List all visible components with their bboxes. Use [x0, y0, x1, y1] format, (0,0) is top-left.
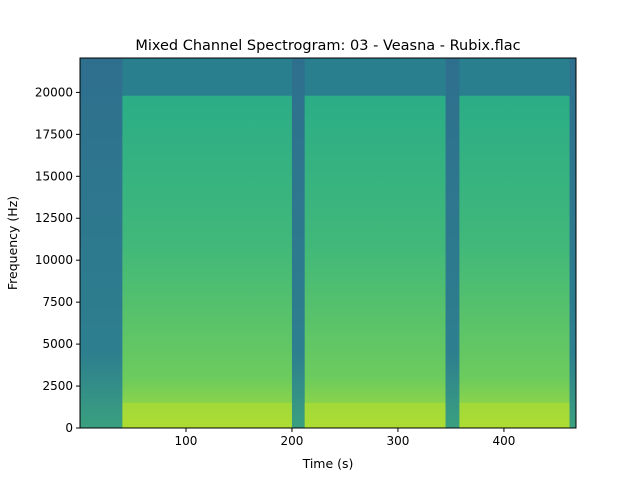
y-axis-label: Frequency (Hz) [5, 196, 20, 290]
plot-frame [79, 57, 577, 429]
y-tick-label: 0 [65, 421, 73, 435]
plot-area [79, 57, 577, 429]
loud-segment [122, 95, 292, 429]
chart-title: Mixed Channel Spectrogram: 03 - Veasna -… [135, 38, 520, 54]
y-tick-label: 12500 [35, 211, 73, 225]
x-tick-label: 400 [492, 434, 515, 448]
x-axis-ticks: 100 200 300 400 [175, 428, 515, 448]
loud-segment [459, 95, 570, 429]
quiet-segment [291, 58, 305, 428]
y-tick-label: 10000 [35, 253, 73, 267]
y-tick-label: 15000 [35, 169, 73, 183]
y-tick-label: 20000 [35, 85, 73, 99]
x-axis-label: Time (s) [302, 456, 354, 471]
low-frequency-band [122, 402, 292, 428]
y-axis-ticks: 0 2500 5000 7500 10000 12500 15000 17500 20000 [35, 85, 80, 435]
y-tick-label: 5000 [42, 337, 73, 351]
quiet-segment [80, 58, 123, 428]
loud-segment [304, 95, 446, 429]
low-frequency-band [304, 402, 446, 428]
quiet-segment [569, 58, 576, 428]
x-tick-label: 200 [281, 434, 304, 448]
low-frequency-band [459, 402, 570, 428]
x-tick-label: 100 [175, 434, 198, 448]
quiet-segment [445, 58, 460, 428]
x-tick-label: 300 [386, 434, 409, 448]
y-tick-label: 7500 [42, 295, 73, 309]
spectrogram-segments [80, 58, 576, 429]
y-tick-label: 17500 [35, 127, 73, 141]
y-tick-label: 2500 [42, 379, 73, 393]
